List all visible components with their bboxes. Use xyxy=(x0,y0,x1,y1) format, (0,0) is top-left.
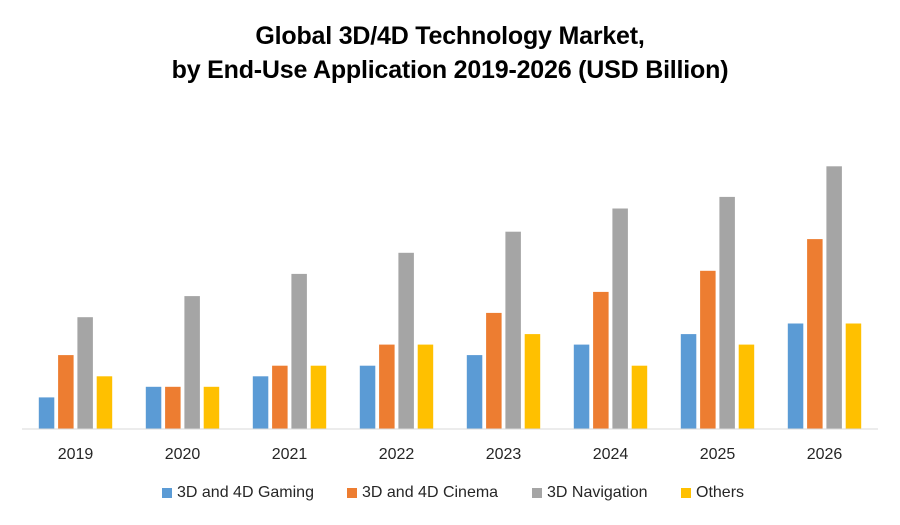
legend-label: 3D Navigation xyxy=(547,484,648,501)
bar-others-2024 xyxy=(631,365,648,429)
x-tick-label-2026: 2026 xyxy=(807,446,843,463)
legend-item-others: Others xyxy=(681,484,744,502)
legend-swatch xyxy=(162,488,172,498)
x-tick-label-2025: 2025 xyxy=(700,446,736,463)
bar-others-2023 xyxy=(524,334,541,430)
bar-3d-and-4d-gaming-2022 xyxy=(359,365,376,429)
bar-3d-navigation-2025 xyxy=(719,196,735,429)
bar-3d-and-4d-cinema-2023 xyxy=(486,312,502,429)
legend: 3D and 4D Gaming 3D and 4D Cinema 3D Navig… xyxy=(0,484,900,506)
bar-3d-and-4d-gaming-2019 xyxy=(38,397,55,430)
bar-3d-navigation-2021 xyxy=(291,273,307,429)
bar-3d-navigation-2019 xyxy=(77,317,93,429)
chart-title: Global 3D/4D Technology Market, xyxy=(255,22,645,50)
legend-item-3d-navigation: 3D Navigation xyxy=(532,484,648,502)
x-tick-label-2021: 2021 xyxy=(272,446,308,463)
legend-swatch xyxy=(347,488,357,498)
bar-3d-and-4d-cinema-2022 xyxy=(379,344,395,429)
bar-others-2025 xyxy=(738,344,755,429)
x-tick-label-2020: 2020 xyxy=(165,446,201,463)
legend-swatch xyxy=(532,488,542,498)
bar-3d-navigation-2026 xyxy=(826,166,842,430)
x-tick-label-2022: 2022 xyxy=(379,446,415,463)
bars-group xyxy=(38,166,862,430)
bar-3d-and-4d-gaming-2020 xyxy=(145,386,162,429)
bar-others-2026 xyxy=(845,323,862,429)
bar-3d-and-4d-cinema-2021 xyxy=(272,365,288,429)
x-tick-labels: 2019 2020 2021 2022 2023 2024 2025 2026 xyxy=(58,446,843,463)
bar-3d-and-4d-cinema-2026 xyxy=(807,239,823,429)
bar-others-2019 xyxy=(96,376,113,430)
bar-3d-navigation-2022 xyxy=(398,252,414,429)
bar-others-2020 xyxy=(203,386,220,429)
bar-3d-and-4d-cinema-2020 xyxy=(165,386,181,429)
bar-3d-and-4d-cinema-2019 xyxy=(58,355,74,429)
x-tick-label-2023: 2023 xyxy=(486,446,522,463)
bar-3d-and-4d-cinema-2024 xyxy=(593,291,609,430)
legend-swatch xyxy=(681,488,691,498)
bar-3d-and-4d-cinema-2025 xyxy=(700,270,716,430)
bar-3d-and-4d-gaming-2021 xyxy=(252,376,269,430)
bar-others-2022 xyxy=(417,344,434,429)
legend-label: 3D and 4D Gaming xyxy=(177,484,314,501)
bar-3d-navigation-2024 xyxy=(612,208,628,429)
bar-3d-and-4d-gaming-2023 xyxy=(466,355,483,429)
x-tick-label-2019: 2019 xyxy=(58,446,94,463)
chart-subtitle: by End-Use Application 2019-2026 (USD Bi… xyxy=(171,56,729,84)
bar-3d-navigation-2023 xyxy=(505,231,521,429)
legend-label: 3D and 4D Cinema xyxy=(362,484,499,501)
bar-others-2021 xyxy=(310,365,327,429)
bar-3d-and-4d-gaming-2025 xyxy=(680,334,697,430)
legend-item-3d-and-4d-gaming: 3D and 4D Gaming xyxy=(162,484,314,502)
bar-3d-and-4d-gaming-2024 xyxy=(573,344,590,429)
legend-item-3d-and-4d-cinema: 3D and 4D Cinema xyxy=(347,484,498,502)
bar-3d-navigation-2020 xyxy=(184,296,200,429)
bar-3d-and-4d-gaming-2026 xyxy=(787,323,804,429)
x-tick-label-2024: 2024 xyxy=(593,446,629,463)
legend-label: Others xyxy=(696,484,745,501)
